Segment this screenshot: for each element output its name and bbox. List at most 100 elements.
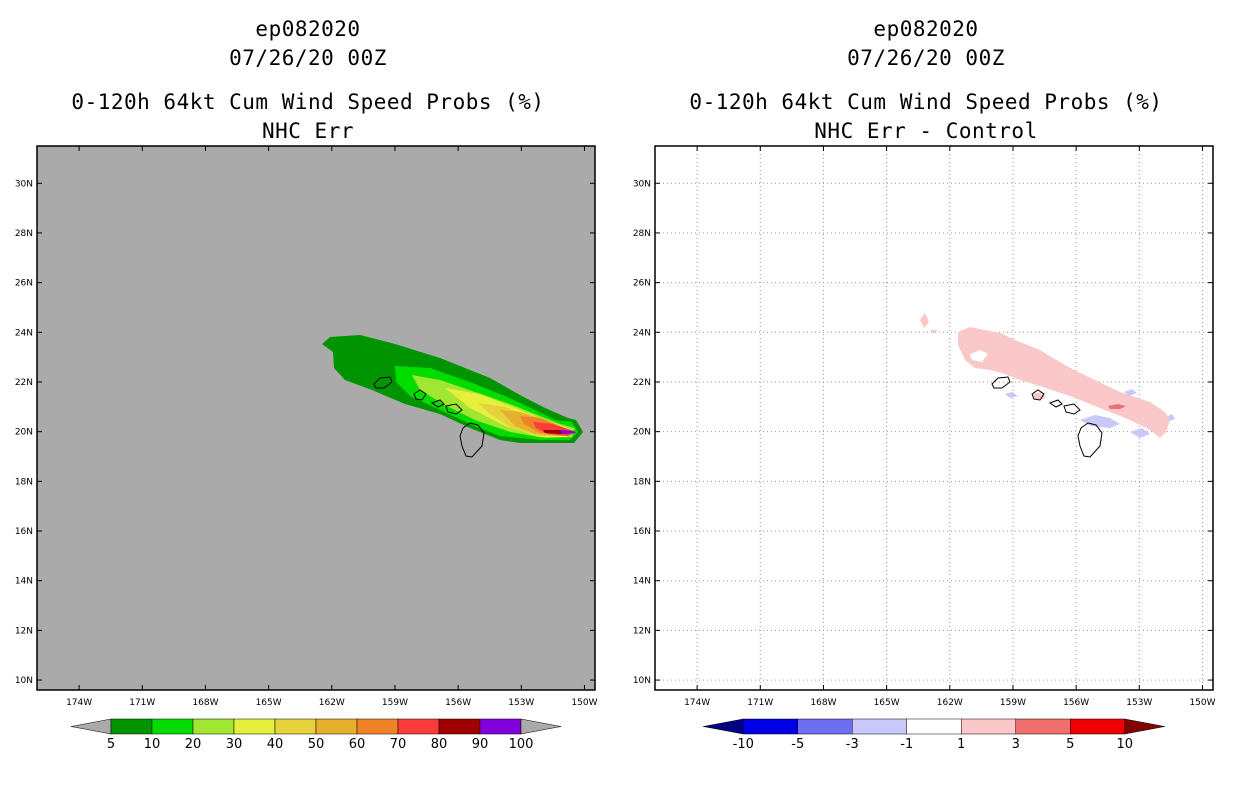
right-difference-map: 174W 171W 168W 165W 162W 159W 156W 153W 150W 30N 2… (633, 145, 1216, 752)
left-axes: 174W 171W 168W 165W 162W 159W 156W 153W 150W 30N 2… (15, 146, 598, 708)
diff-band-neg1-e (1168, 414, 1175, 421)
lon-tick-label: 174W (66, 698, 92, 708)
diff-band-neg1-d (1005, 392, 1018, 398)
lat-tick-label: 12N (633, 626, 651, 636)
lat-tick-label: 18N (633, 477, 651, 487)
colorbar-label: 10 (144, 737, 161, 752)
lon-tick-label: 156W (1063, 698, 1089, 708)
lat-tick-label: 16N (15, 527, 33, 537)
diff-white-hole (970, 350, 988, 362)
left-datetime: 07/26/20 00Z (229, 46, 387, 70)
colorbar-swatch (797, 718, 853, 735)
diff-band-pos1 (958, 327, 1170, 438)
lat-tick-label: 22N (15, 378, 33, 388)
left-subtitle: NHC Err (261, 119, 354, 143)
colorbar-swatch (1015, 718, 1071, 735)
colorbar-label: -1 (900, 737, 913, 752)
colorbar-label: 5 (1066, 737, 1074, 752)
lat-tick-label: 24N (633, 328, 651, 338)
colorbar-swatch (479, 718, 522, 735)
right-datetime: 07/26/20 00Z (847, 46, 1005, 70)
lat-tick-label: 30N (633, 179, 651, 189)
lon-tick-label: 171W (129, 698, 155, 708)
left-colorbar: 5 10 20 30 40 50 60 70 80 90 100 (70, 718, 562, 752)
diff-pos1-islet-d (1136, 410, 1154, 418)
lat-tick-label: 18N (15, 477, 33, 487)
lon-tick-label: 159W (1000, 698, 1026, 708)
diff-band-neg1-c (1124, 389, 1137, 396)
lat-tick-label: 16N (633, 527, 651, 537)
colorbar-under-arrow (70, 718, 112, 735)
colorbar-swatch (151, 718, 194, 735)
lat-tick-label: 30N (15, 179, 33, 189)
lat-tick-label: 12N (15, 626, 33, 636)
colorbar-swatch (233, 718, 276, 735)
lat-tick-label: 24N (15, 328, 33, 338)
lon-tick-label: 168W (192, 698, 218, 708)
left-map-frame (36, 145, 596, 691)
colorbar-swatch (274, 718, 317, 735)
diff-pos1-islet-a (920, 313, 929, 328)
colorbar-swatch (110, 718, 153, 735)
colorbar-label: -10 (733, 737, 754, 752)
lon-tick-label: 153W (1126, 698, 1152, 708)
diff-band-neg1-a (1080, 415, 1120, 428)
diff-pos1-islet-b (930, 330, 938, 334)
left-storm-id: ep082020 (255, 17, 361, 41)
colorbar-label: 100 (509, 737, 534, 752)
left-prob-swath (322, 335, 583, 443)
colorbar-swatch (1070, 718, 1125, 735)
lat-tick-label: 10N (633, 676, 651, 686)
right-gridlines (655, 146, 1213, 690)
colorbar-label: 5 (107, 737, 115, 752)
colorbar-swatch (356, 718, 399, 735)
right-subtitle: NHC Err - Control (814, 119, 1038, 143)
colorbar-under-arrow (703, 718, 744, 735)
colorbar-label: 50 (308, 737, 325, 752)
lat-tick-label: 28N (15, 229, 33, 239)
colorbar-swatch (192, 718, 235, 735)
lat-tick-label: 20N (633, 428, 651, 438)
right-axes: 174W 171W 168W 165W 162W 159W 156W 153W 150W 30N 2… (633, 146, 1216, 708)
lon-tick-label: 165W (256, 698, 282, 708)
colorbar-label: 3 (1012, 737, 1020, 752)
colorbar-label: 20 (185, 737, 202, 752)
colorbar-swatch (961, 718, 1016, 735)
colorbar-swatch (743, 718, 798, 735)
lon-tick-label: 150W (1189, 698, 1215, 708)
colorbar-label: 60 (349, 737, 366, 752)
lat-tick-label: 26N (633, 279, 651, 289)
lon-tick-label: 162W (319, 698, 345, 708)
lon-tick-label: 159W (382, 698, 408, 708)
right-map-frame (654, 145, 1214, 691)
colorbar-swatch (906, 718, 962, 735)
lon-tick-label: 171W (747, 698, 773, 708)
colorbar-swatch (438, 718, 481, 735)
right-hawaiian-islands-icon (991, 376, 1103, 458)
lat-tick-label: 10N (15, 676, 33, 686)
right-storm-id: ep082020 (873, 17, 979, 41)
lon-tick-label: 153W (508, 698, 534, 708)
diff-pos1-islet-c (1032, 392, 1046, 400)
colorbar-swatch (852, 718, 907, 735)
prob-band-90 (560, 430, 576, 434)
colorbar-label: 70 (390, 737, 407, 752)
diff-band-pos3 (1108, 404, 1126, 409)
lon-tick-label: 150W (571, 698, 597, 708)
lon-tick-label: 156W (445, 698, 471, 708)
colorbar-label: 10 (1116, 737, 1133, 752)
lat-tick-label: 22N (633, 378, 651, 388)
colorbar-over-arrow (1124, 718, 1165, 735)
colorbar-swatch (315, 718, 358, 735)
colorbar-label: 90 (472, 737, 489, 752)
right-colorbar: -10 -5 -3 -1 1 3 5 10 (703, 718, 1165, 752)
lat-tick-label: 14N (633, 577, 651, 587)
lon-tick-label: 162W (937, 698, 963, 708)
left-title: 0-120h 64kt Cum Wind Speed Probs (%) (71, 90, 545, 114)
lon-tick-label: 168W (810, 698, 836, 708)
left-probability-map: 174W 171W 168W 165W 162W 159W 156W 153W 150W 30N 2… (15, 145, 598, 752)
right-diff-swath (920, 313, 1175, 438)
right-title: 0-120h 64kt Cum Wind Speed Probs (%) (689, 90, 1163, 114)
colorbar-label: 1 (957, 737, 965, 752)
lon-tick-label: 165W (874, 698, 900, 708)
